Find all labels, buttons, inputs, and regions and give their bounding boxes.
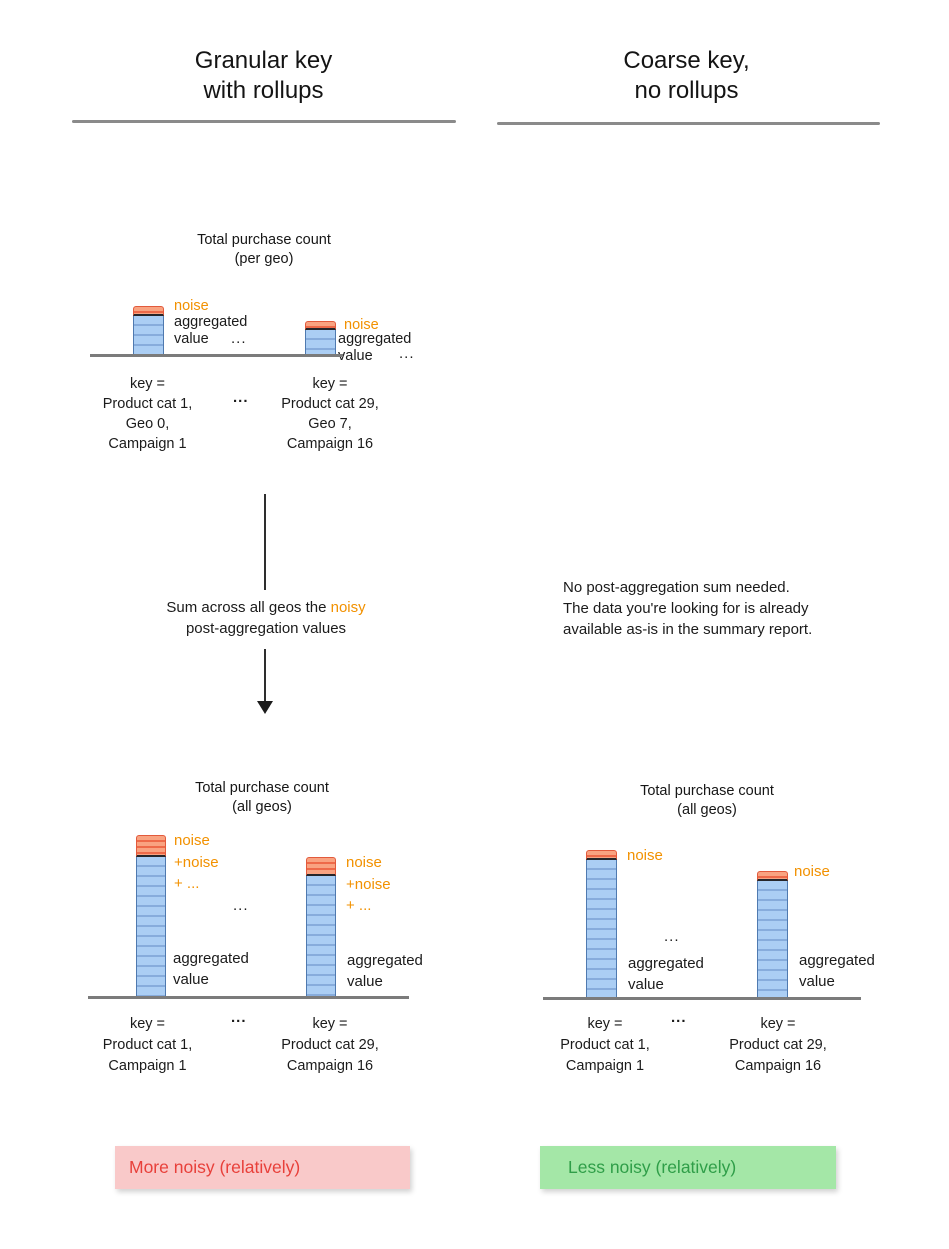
per-geo-key2-label: key = Product cat 29, Geo 7, Campaign 16 (281, 376, 379, 452)
all-geos-right-key1-label: key = Product cat 1, Campaign 1 (560, 1016, 650, 1074)
all-geos-left-key2-label: key = Product cat 29, Campaign 16 (281, 1016, 379, 1074)
per-geo-axis (90, 354, 343, 357)
more-noisy-badge: More noisy (relatively) (115, 1146, 410, 1189)
right-column-underline (497, 122, 880, 125)
all-geos-right-bar1-aggregated-label: aggregated value (628, 955, 704, 993)
all-geos-left-bar2-noise-label: noise +noise + ... (346, 854, 391, 914)
per-geo-bar1-noise-segment (133, 306, 164, 316)
all-geos-right-key2-label: key = Product cat 29, Campaign 16 (729, 1016, 827, 1074)
per-geo-bar2-value-segment (305, 330, 336, 354)
per-geo-bar1-noise-label: noise (174, 298, 209, 314)
all-geos-right-bar2-aggregated-label: aggregated value (799, 952, 875, 990)
all-geos-right-bar1-noise-label: noise (627, 847, 663, 864)
right-column-title: Coarse key, no rollups (623, 47, 750, 104)
all-geos-left-axis (88, 996, 409, 999)
all-geos-left-key1-label: key = Product cat 1, Campaign 1 (102, 1016, 193, 1074)
left-column-underline (72, 120, 456, 123)
per-geo-bar1-value-segment (133, 316, 164, 354)
all-geos-left-title: Total purchase count (all geos) (195, 780, 329, 815)
sum-instruction-line1: Sum across all geos the noisy (116, 597, 416, 618)
per-geo-bar1-aggregated-label: aggregated value (174, 314, 248, 347)
all-geos-left-bar1-value-segment (136, 857, 166, 996)
per-geo-bar2-ellipsis: ... (399, 345, 415, 362)
arrow-shaft-bottom (264, 649, 266, 703)
all-geos-left-bar1-noise-segment (136, 835, 166, 857)
all-geos-right-bar1-value-segment (586, 860, 617, 997)
all-geos-right-keys-ellipsis: ... (671, 1009, 687, 1026)
all-geos-right-title: Total purchase count (all geos) (640, 783, 774, 818)
per-geo-chart-title: Total purchase count (per geo) (197, 232, 331, 267)
all-geos-right-bar1-noise-segment (586, 850, 617, 860)
per-geo-bar2-aggregated-label: aggregated value (338, 331, 412, 364)
down-arrow-icon (257, 701, 273, 714)
per-geo-bar1-ellipsis: ... (231, 330, 247, 347)
all-geos-right-mid-ellipsis: ... (664, 928, 680, 945)
all-geos-left-bar2-noise-segment (306, 857, 336, 876)
all-geos-left-mid-ellipsis: ... (233, 897, 249, 914)
all-geos-left-bar1-aggregated-label: aggregated value (173, 950, 249, 988)
all-geos-right-bar2-value-segment (757, 881, 788, 997)
left-column-title: Granular key with rollups (194, 47, 333, 104)
all-geos-left-bar2-aggregated-label: aggregated value (347, 952, 423, 990)
per-geo-bar2-noise-segment (305, 321, 336, 330)
all-geos-left-bar2-value-segment (306, 876, 336, 996)
arrow-shaft-top (264, 494, 266, 590)
all-geos-right-bar2-noise-segment (757, 871, 788, 881)
sum-instruction: Sum across all geos the noisy post-aggre… (116, 597, 416, 639)
no-sum-needed-note: No post-aggregation sum needed. The data… (563, 579, 813, 638)
all-geos-left-bar1-noise-label: noise +noise + ... (174, 832, 219, 892)
sum-instruction-prefix: Sum across all geos the (166, 599, 331, 616)
per-geo-keys-ellipsis: ... (233, 389, 249, 406)
sum-instruction-noisy-word: noisy (330, 599, 366, 616)
sum-instruction-line2: post-aggregation values (185, 620, 347, 637)
all-geos-right-axis (543, 997, 861, 1000)
all-geos-left-keys-ellipsis: ... (231, 1009, 247, 1026)
per-geo-key1-label: key = Product cat 1, Geo 0, Campaign 1 (102, 376, 193, 452)
all-geos-right-bar2-noise-label: noise (794, 863, 830, 880)
less-noisy-badge: Less noisy (relatively) (540, 1146, 836, 1189)
per-geo-bar2-noise-label: noise (344, 317, 379, 333)
